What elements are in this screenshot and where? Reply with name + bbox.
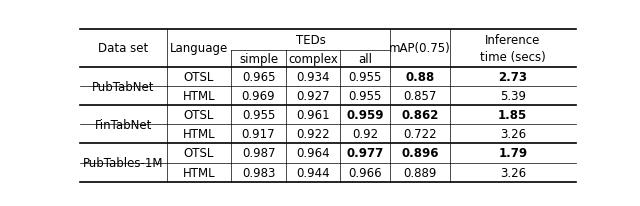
Text: 0.862: 0.862 — [401, 109, 438, 122]
Text: 0.927: 0.927 — [296, 90, 330, 103]
Text: all: all — [358, 53, 372, 66]
Text: Data set: Data set — [99, 42, 148, 55]
Text: 0.955: 0.955 — [349, 71, 382, 84]
Text: TEDs: TEDs — [296, 34, 326, 47]
Text: Language: Language — [170, 42, 228, 55]
Text: simple: simple — [239, 53, 278, 66]
Text: 0.88: 0.88 — [405, 71, 435, 84]
Text: HTML: HTML — [183, 166, 215, 179]
Text: 0.959: 0.959 — [346, 109, 384, 122]
Text: 0.917: 0.917 — [242, 128, 275, 141]
Text: 0.964: 0.964 — [296, 147, 330, 160]
Text: 3.26: 3.26 — [500, 128, 526, 141]
Text: Inference
time (secs): Inference time (secs) — [480, 34, 546, 63]
Text: OTSL: OTSL — [184, 147, 214, 160]
Text: complex: complex — [288, 53, 338, 66]
Text: 0.857: 0.857 — [403, 90, 436, 103]
Text: HTML: HTML — [183, 128, 215, 141]
Text: 0.987: 0.987 — [242, 147, 275, 160]
Text: 3.26: 3.26 — [500, 166, 526, 179]
Text: 1.85: 1.85 — [498, 109, 527, 122]
Text: 0.944: 0.944 — [296, 166, 330, 179]
Text: 0.965: 0.965 — [242, 71, 275, 84]
Text: 0.722: 0.722 — [403, 128, 436, 141]
Text: FinTabNet: FinTabNet — [95, 118, 152, 131]
Text: 0.969: 0.969 — [242, 90, 275, 103]
Text: mAP(0.75): mAP(0.75) — [389, 42, 451, 55]
Text: OTSL: OTSL — [184, 109, 214, 122]
Text: 0.92: 0.92 — [352, 128, 378, 141]
Text: 0.966: 0.966 — [348, 166, 382, 179]
Text: 1.79: 1.79 — [498, 147, 527, 160]
Text: PubTables-1M: PubTables-1M — [83, 156, 164, 169]
Text: 2.73: 2.73 — [499, 71, 527, 84]
Text: 0.977: 0.977 — [347, 147, 384, 160]
Text: OTSL: OTSL — [184, 71, 214, 84]
Text: 0.889: 0.889 — [403, 166, 436, 179]
Text: PubTabNet: PubTabNet — [92, 80, 155, 93]
Text: HTML: HTML — [183, 90, 215, 103]
Text: 0.961: 0.961 — [296, 109, 330, 122]
Text: 0.934: 0.934 — [296, 71, 330, 84]
Text: 0.922: 0.922 — [296, 128, 330, 141]
Text: 0.896: 0.896 — [401, 147, 438, 160]
Text: 0.983: 0.983 — [242, 166, 275, 179]
Text: 0.955: 0.955 — [242, 109, 275, 122]
Text: 5.39: 5.39 — [500, 90, 526, 103]
Text: 0.955: 0.955 — [349, 90, 382, 103]
